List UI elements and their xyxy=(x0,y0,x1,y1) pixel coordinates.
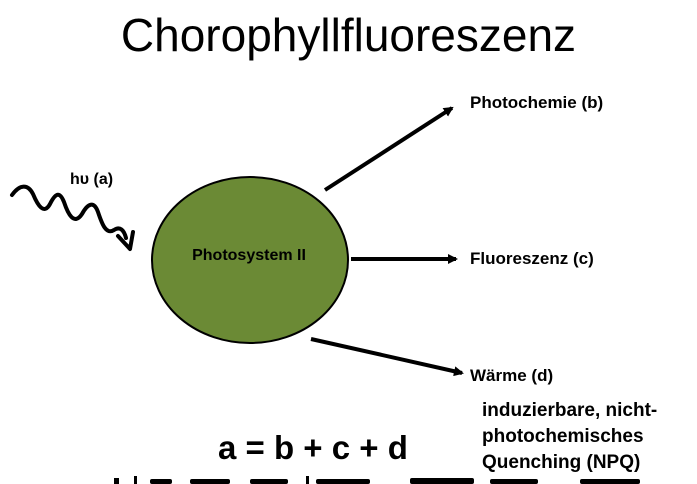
npq-note-line: induzierbare, nicht- xyxy=(482,400,658,421)
slide-title: Chorophyllfluoreszenz xyxy=(120,9,577,61)
waerme-label: Wärme (d) xyxy=(470,366,554,385)
npq-note-line: Quenching (NPQ) xyxy=(482,452,641,473)
photosystem-label: Photosystem II xyxy=(192,247,306,264)
npq-note: induzierbare, nicht- photochemisches Que… xyxy=(482,398,657,476)
arrow-photochemie xyxy=(323,106,454,192)
fluoreszenz-label: Fluoreszenz (c) xyxy=(470,249,594,268)
npq-note-line: photochemisches xyxy=(482,426,644,447)
cutoff-text-fragment xyxy=(110,476,670,484)
energy-equation: a = b + c + d xyxy=(218,429,408,466)
arrow-waerme xyxy=(310,337,464,377)
photosystem-ellipse xyxy=(151,176,349,344)
wavy-arrow-icon xyxy=(10,184,135,251)
photon-label: hυ (a) xyxy=(70,171,114,188)
photochemie-label: Photochemie (b) xyxy=(470,93,604,112)
